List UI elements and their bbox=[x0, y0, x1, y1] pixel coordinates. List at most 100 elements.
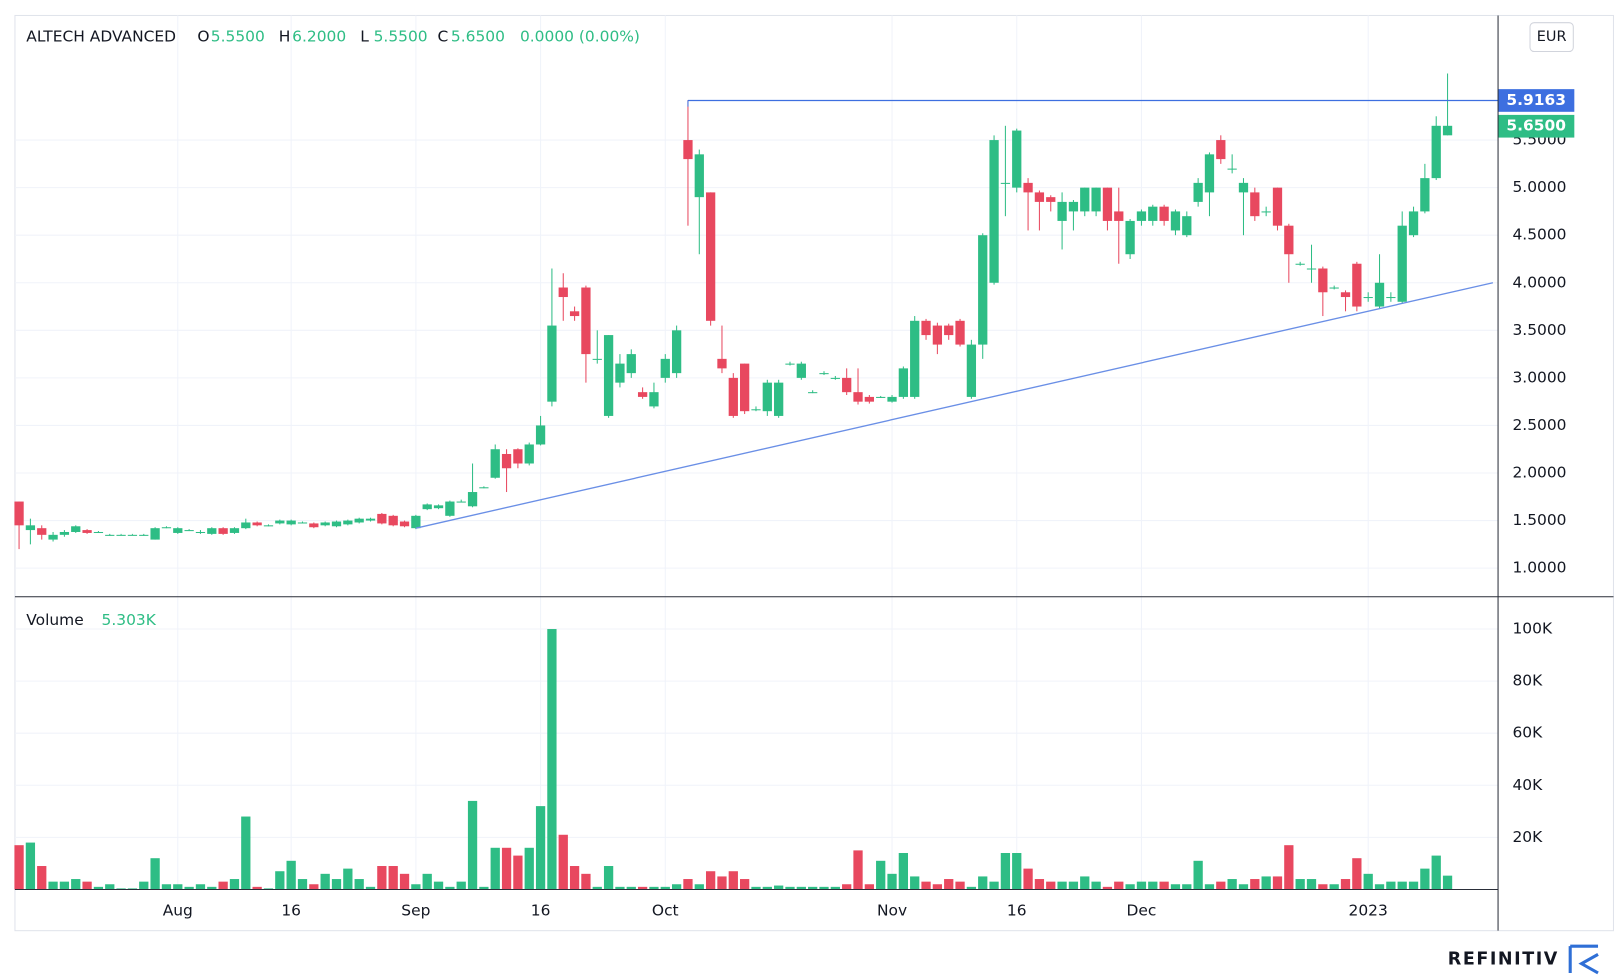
y-tick-label: 1.5000 bbox=[1512, 511, 1566, 529]
volume-bar bbox=[343, 868, 353, 890]
candle-body bbox=[1057, 201, 1067, 221]
candle-body bbox=[48, 534, 58, 540]
volume-bar bbox=[331, 879, 342, 890]
volume-bar bbox=[456, 881, 466, 890]
volume-bar bbox=[1431, 855, 1441, 890]
currency[interactable]: EUR bbox=[1537, 29, 1567, 45]
candle-body bbox=[1431, 125, 1441, 179]
candle-body bbox=[808, 392, 818, 394]
candle-body bbox=[978, 235, 988, 345]
volume-bar bbox=[161, 884, 172, 890]
candle-body bbox=[1329, 287, 1339, 289]
candle-body bbox=[1238, 182, 1249, 193]
volume-bar bbox=[365, 886, 376, 890]
candle-body bbox=[25, 525, 36, 531]
volume-bar bbox=[320, 873, 330, 890]
candle-body bbox=[535, 425, 546, 445]
candle-body bbox=[705, 192, 716, 321]
candle-body bbox=[501, 453, 512, 469]
volume-bar bbox=[1420, 868, 1430, 890]
candle-body bbox=[1261, 211, 1271, 213]
volume-bar bbox=[1284, 845, 1294, 890]
candle-body bbox=[263, 525, 274, 527]
candle-body bbox=[1125, 220, 1135, 255]
candle-body bbox=[14, 501, 24, 526]
volume-bar bbox=[603, 866, 614, 890]
volume-bar bbox=[694, 884, 704, 890]
volume-bar bbox=[1295, 879, 1305, 890]
candle-body bbox=[660, 358, 670, 378]
candle-body bbox=[195, 531, 206, 534]
volume-bar bbox=[1193, 860, 1203, 890]
volume-bar bbox=[263, 888, 274, 890]
candle-body bbox=[1227, 168, 1237, 170]
candle-body bbox=[649, 392, 659, 407]
volume-bar bbox=[1023, 868, 1033, 890]
candle-body bbox=[1306, 268, 1317, 270]
x-tick-label: Oct bbox=[652, 902, 679, 920]
candle-body bbox=[1250, 192, 1260, 217]
candle-body bbox=[1034, 192, 1045, 202]
volume-bar bbox=[309, 884, 319, 890]
volume-bar bbox=[513, 855, 523, 890]
candle-body bbox=[1046, 197, 1056, 202]
volume-bar bbox=[649, 886, 659, 890]
volume-bar bbox=[1227, 879, 1237, 890]
volume-bar bbox=[93, 886, 104, 890]
volume-tick-label: 100K bbox=[1512, 620, 1552, 638]
volume-tick-label: 40K bbox=[1512, 776, 1543, 794]
candle-body bbox=[411, 515, 421, 529]
candle-body bbox=[479, 487, 489, 489]
volume-tick-label: 80K bbox=[1512, 672, 1543, 690]
volume-bar bbox=[71, 879, 81, 890]
volume-bar bbox=[218, 881, 228, 890]
volume-bar bbox=[1306, 879, 1317, 890]
candle-body bbox=[184, 530, 194, 532]
volume-bar bbox=[184, 886, 194, 890]
candle-body bbox=[819, 373, 829, 375]
volume-bar bbox=[1272, 876, 1283, 890]
volume-bar bbox=[842, 884, 852, 890]
last-price-badge bbox=[1498, 114, 1575, 138]
candle-body bbox=[513, 449, 523, 464]
volume-bar bbox=[910, 876, 920, 890]
volume-bar bbox=[1102, 886, 1113, 890]
candle-body bbox=[671, 330, 682, 374]
volume-bar bbox=[479, 886, 489, 890]
volume-bar bbox=[1397, 881, 1407, 890]
candle-body bbox=[1340, 292, 1351, 298]
volume-bar bbox=[467, 800, 478, 890]
volume-bar bbox=[490, 847, 500, 890]
volume-bar bbox=[1250, 879, 1260, 890]
x-tick-label: Nov bbox=[877, 902, 907, 920]
volume-bar bbox=[286, 860, 296, 890]
currency-box[interactable] bbox=[1529, 22, 1574, 53]
brand-logo bbox=[1568, 944, 1599, 975]
candle-body bbox=[637, 392, 648, 397]
candle-body bbox=[842, 377, 852, 393]
volume-bar bbox=[173, 884, 183, 890]
volume-bar bbox=[637, 886, 648, 890]
volume-bar bbox=[1340, 879, 1351, 890]
volume-bar bbox=[740, 879, 750, 890]
candle-body bbox=[1000, 182, 1011, 184]
candle-body bbox=[343, 520, 353, 525]
volume-bar bbox=[887, 873, 897, 890]
candle-body bbox=[1284, 225, 1294, 255]
candle-body bbox=[490, 449, 500, 478]
volume-bar bbox=[411, 884, 421, 890]
candle-body bbox=[207, 528, 217, 534]
candle-body bbox=[785, 363, 795, 365]
volume-bar bbox=[785, 886, 795, 890]
volume-bar bbox=[876, 860, 886, 890]
ohlc-key: H bbox=[279, 28, 291, 46]
volume-bar bbox=[808, 886, 818, 890]
volume-bar bbox=[1159, 881, 1169, 890]
volume-bar bbox=[1352, 858, 1362, 890]
candle-body bbox=[1193, 182, 1203, 202]
volume-bar bbox=[717, 876, 727, 890]
candle-body bbox=[694, 154, 704, 198]
candle-body bbox=[966, 344, 977, 397]
ohlc-key: O bbox=[197, 28, 209, 46]
candle-body bbox=[105, 534, 115, 536]
